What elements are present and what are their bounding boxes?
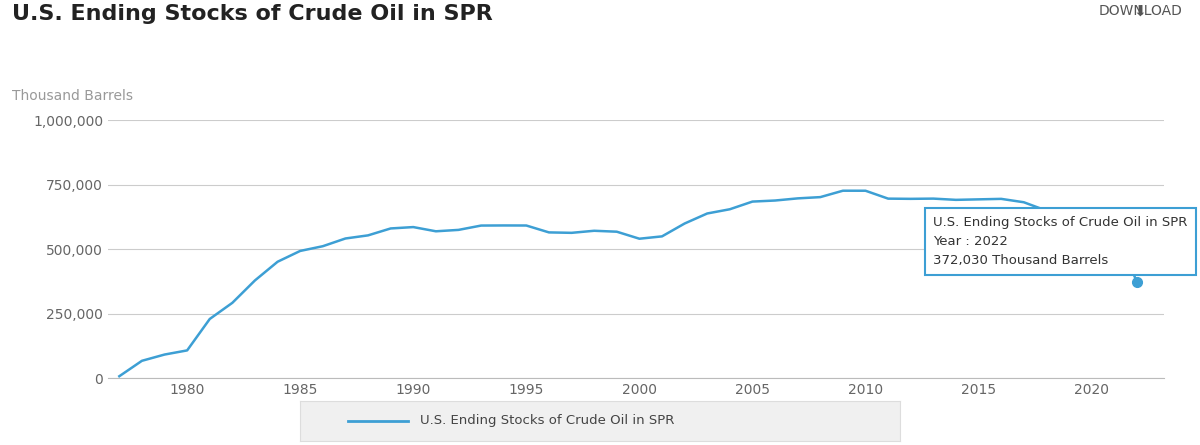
Text: U.S. Ending Stocks of Crude Oil in SPR
Year : 2022
372,030 Thousand Barrels: U.S. Ending Stocks of Crude Oil in SPR Y… [934, 216, 1188, 267]
Text: U.S. Ending Stocks of Crude Oil in SPR: U.S. Ending Stocks of Crude Oil in SPR [12, 4, 493, 24]
Text: Thousand Barrels: Thousand Barrels [12, 89, 133, 103]
Text: U.S. Ending Stocks of Crude Oil in SPR: U.S. Ending Stocks of Crude Oil in SPR [420, 414, 674, 427]
Text: ⬇: ⬇ [1133, 4, 1146, 20]
Text: DOWNLOAD: DOWNLOAD [1098, 4, 1182, 18]
